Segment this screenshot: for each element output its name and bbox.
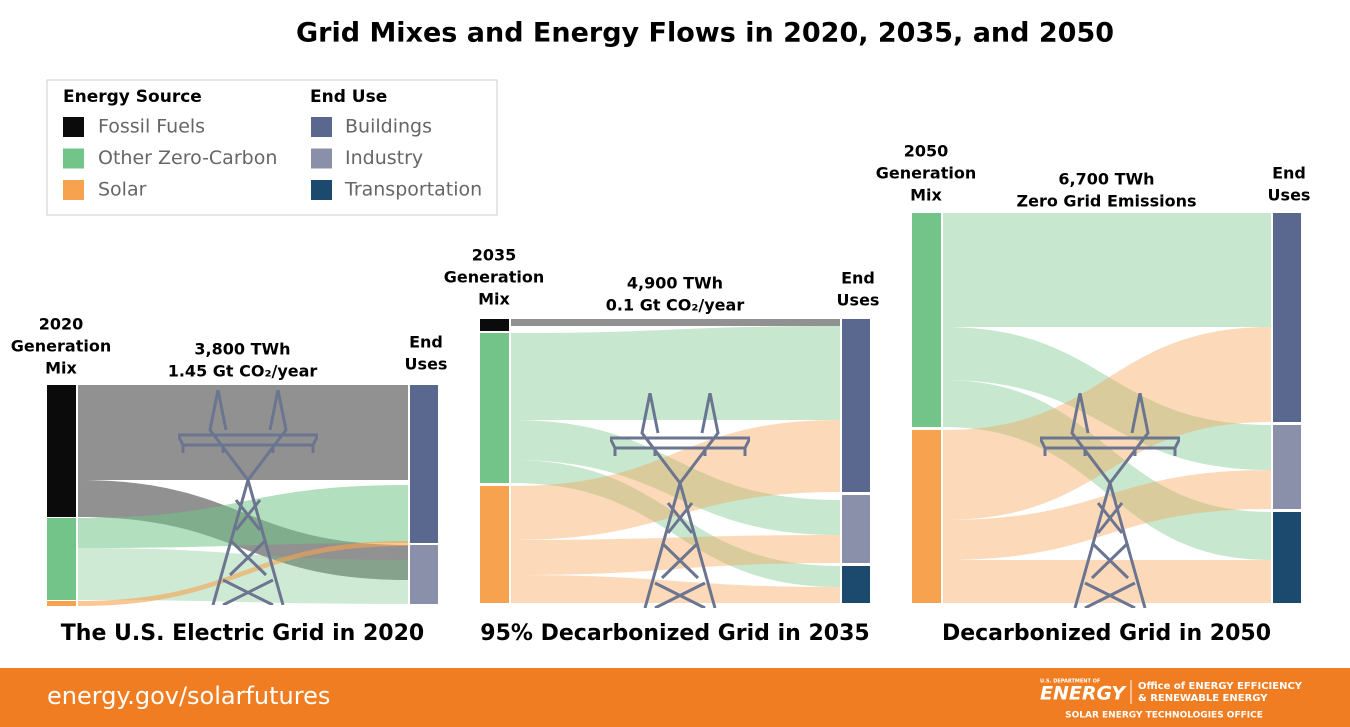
flow <box>943 213 1271 327</box>
flow <box>511 319 840 326</box>
legend-swatch <box>311 180 332 200</box>
logo-office: & RENEWABLE ENERGY <box>1138 693 1268 704</box>
end-use-bar <box>1273 425 1301 509</box>
end-use-bar <box>842 495 870 563</box>
mix-bar <box>480 319 509 331</box>
legend-title: End Use <box>310 87 387 107</box>
end-use-label: Uses <box>405 355 448 374</box>
logo-name: ENERGY <box>1040 683 1127 705</box>
flow <box>511 326 840 420</box>
mix-bar <box>47 385 76 517</box>
footer-band <box>0 668 1350 727</box>
mix-label: 2035 <box>472 246 517 265</box>
flow <box>943 327 1271 520</box>
mix-label: Mix <box>910 186 942 205</box>
flow <box>943 327 1271 470</box>
logo-sub: SOLAR ENERGY TECHNOLOGIES OFFICE <box>1065 711 1263 721</box>
flow <box>78 485 408 548</box>
end-use-bar <box>842 319 870 492</box>
end-use-label: End <box>841 269 875 288</box>
end-use-bar <box>1273 213 1301 422</box>
legend-label: Transportation <box>344 179 482 201</box>
legend-label: Other Zero-Carbon <box>98 147 277 169</box>
footer-url: energy.gov/solarfutures <box>47 682 330 710</box>
flow <box>511 575 840 603</box>
end-use-bar <box>410 385 438 543</box>
mix-bar <box>480 486 509 603</box>
mix-label: Generation <box>876 164 976 183</box>
total-label: 3,800 TWh <box>194 340 290 359</box>
legend-title: Energy Source <box>63 87 202 107</box>
legend-swatch <box>63 180 84 200</box>
mix-label: Generation <box>11 337 111 356</box>
total-label: 6,700 TWh <box>1058 170 1154 189</box>
panel-caption: The U.S. Electric Grid in 2020 <box>61 621 424 646</box>
legend-swatch <box>311 117 332 137</box>
legend-label: Industry <box>345 147 423 169</box>
flow <box>943 560 1271 603</box>
legend-swatch <box>311 148 332 169</box>
end-use-bar <box>842 566 870 603</box>
mix-bar <box>480 333 509 483</box>
legend-label: Solar <box>98 179 147 201</box>
emissions-label: Zero Grid Emissions <box>1017 192 1197 211</box>
emissions-label: 0.1 Gt CO₂/year <box>606 296 745 315</box>
emissions-label: 1.45 Gt CO₂/year <box>168 362 318 381</box>
panel-caption: Decarbonized Grid in 2050 <box>942 621 1271 646</box>
flow <box>78 385 408 480</box>
mix-label: 2020 <box>39 315 84 334</box>
legend-swatch <box>63 117 84 137</box>
end-use-label: Uses <box>1268 186 1311 205</box>
mix-label: 2050 <box>904 142 949 161</box>
total-label: 4,900 TWh <box>627 274 723 293</box>
end-use-bar <box>410 545 438 604</box>
mix-bar <box>912 430 941 603</box>
logo-dept: U.S. DEPARTMENT OF <box>1040 679 1100 685</box>
mix-bar <box>912 213 941 427</box>
flow <box>78 541 408 606</box>
flow <box>943 380 1271 560</box>
logo-office: Office of ENERGY EFFICIENCY <box>1138 681 1303 692</box>
mix-label: Generation <box>444 268 544 287</box>
mix-bar <box>47 518 76 600</box>
mix-bar <box>47 601 76 606</box>
legend-label: Buildings <box>345 116 432 138</box>
end-use-label: End <box>1272 164 1306 183</box>
end-use-label: Uses <box>837 291 880 310</box>
end-use-label: End <box>409 333 443 352</box>
title: Grid Mixes and Energy Flows in 2020, 203… <box>296 18 1114 49</box>
legend-box <box>46 79 498 216</box>
mix-label: Mix <box>45 359 77 378</box>
flow <box>511 420 840 540</box>
panel-caption: 95% Decarbonized Grid in 2035 <box>480 621 869 646</box>
mix-label: Mix <box>478 290 510 309</box>
end-use-bar <box>1273 512 1301 603</box>
legend-swatch <box>63 148 84 169</box>
legend-label: Fossil Fuels <box>98 116 205 138</box>
